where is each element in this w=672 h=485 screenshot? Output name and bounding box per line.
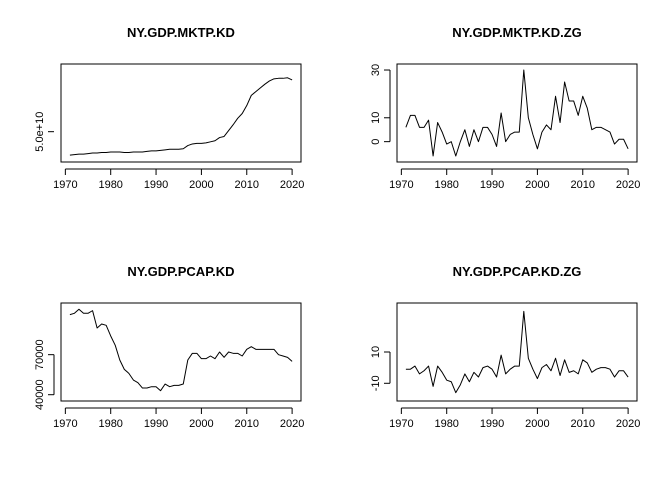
chart-title: NY.GDP.MKTP.KD.ZG xyxy=(452,25,582,40)
x-tick-label: 1990 xyxy=(144,418,168,430)
x-tick-label: 2000 xyxy=(525,418,549,430)
x-tick-label: 1970 xyxy=(389,179,413,191)
x-tick-label: 2020 xyxy=(616,418,640,430)
series-line xyxy=(405,69,629,157)
series-line xyxy=(405,310,629,394)
chart-panel-1: NY.GDP.MKTP.KD 1970 1980 1990 2000 2010 2020 5.… xyxy=(34,25,304,191)
chart-panel-2: NY.GDP.MKTP.KD.ZG 1970 1980 1990 2000 2010 202… xyxy=(370,25,640,191)
plot-frame xyxy=(60,63,302,163)
x-tick-label: 1980 xyxy=(98,179,122,191)
y-tick-label: 10 xyxy=(370,346,382,358)
x-tick-label: 1970 xyxy=(53,179,77,191)
x-tick-label: 2000 xyxy=(189,179,213,191)
y-tick-label: 5.0e+10 xyxy=(34,112,46,152)
y-tick-label: 0 xyxy=(370,139,382,145)
x-tick-label: 2020 xyxy=(280,179,304,191)
x-tick-label: 2010 xyxy=(571,418,595,430)
x-tick-label: 1980 xyxy=(434,179,458,191)
x-tick-label: 1980 xyxy=(98,418,122,430)
y-tick-label: 70000 xyxy=(34,339,46,370)
y-tick-label: 40000 xyxy=(34,379,46,410)
chart-panel-3: NY.GDP.PCAP.KD 1970 1980 1990 2000 2010 2020 40… xyxy=(34,264,304,430)
x-tick-label: 1970 xyxy=(389,418,413,430)
y-tick-label: 30 xyxy=(370,64,382,76)
x-tick-label: 2010 xyxy=(235,179,259,191)
chart-title: NY.GDP.PCAP.KD xyxy=(127,264,234,279)
x-tick-label: 1990 xyxy=(144,179,168,191)
y-tick-label: -10 xyxy=(370,375,382,391)
x-tick-label: 2010 xyxy=(235,418,259,430)
x-tick-label: 2020 xyxy=(280,418,304,430)
plot-frame xyxy=(396,63,638,163)
plot-frame xyxy=(60,302,302,402)
x-tick-label: 1990 xyxy=(480,418,504,430)
y-tick-label: 10 xyxy=(370,112,382,124)
series-line xyxy=(69,77,293,156)
x-tick-label: 2000 xyxy=(525,179,549,191)
plot-frame xyxy=(396,302,638,402)
x-tick-label: 1980 xyxy=(434,418,458,430)
chart-title: NY.GDP.MKTP.KD xyxy=(127,25,235,40)
x-tick-label: 1990 xyxy=(480,179,504,191)
chart-panel-4: NY.GDP.PCAP.KD.ZG 1970 1980 1990 2000 2010 202… xyxy=(370,264,640,430)
x-tick-label: 2000 xyxy=(189,418,213,430)
series-line xyxy=(69,308,293,392)
chart-title: NY.GDP.PCAP.KD.ZG xyxy=(453,264,582,279)
x-tick-label: 1970 xyxy=(53,418,77,430)
x-tick-label: 2010 xyxy=(571,179,595,191)
x-tick-label: 2020 xyxy=(616,179,640,191)
